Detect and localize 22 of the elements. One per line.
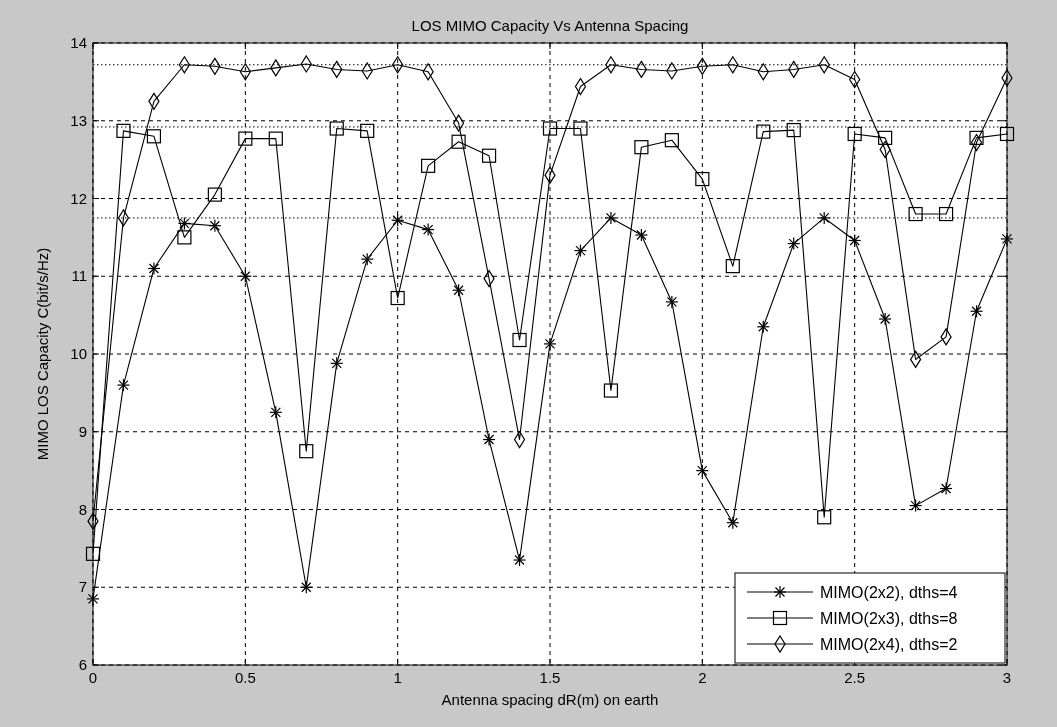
x-tick-label: 1.5 (539, 669, 561, 686)
y-tick-label: 6 (78, 656, 87, 673)
y-tick-label: 10 (70, 345, 87, 362)
x-tick-label: 1 (393, 669, 402, 686)
y-tick-label: 14 (70, 34, 87, 51)
y-tick-label: 8 (78, 500, 87, 518)
y-tick-label: 11 (71, 267, 87, 285)
x-tick-label: 3 (1002, 669, 1012, 686)
y-axis-title: MIMO LOS Capacity C(bit/s/Hz) (34, 247, 51, 461)
y-tick-label: 9 (78, 422, 87, 440)
y-tick-label: 12 (70, 189, 87, 207)
x-tick-label: 0 (88, 669, 98, 686)
x-tick-label: 2.5 (844, 669, 866, 686)
x-axis-title: Antenna spacing dR(m) on earth (441, 691, 659, 708)
legend-label: MIMO(2x2), dths=4 (820, 584, 958, 601)
y-tick-label: 7 (78, 578, 87, 596)
y-tick-label: 13 (70, 111, 87, 129)
legend-label: MIMO(2x4), dths=2 (820, 636, 958, 653)
x-tick-label: 2 (698, 669, 707, 686)
legend-label: MIMO(2x3), dths=8 (820, 610, 958, 627)
chart-title: LOS MIMO Capacity Vs Antenna Spacing (411, 17, 689, 34)
x-tick-label: 0.5 (234, 669, 256, 686)
